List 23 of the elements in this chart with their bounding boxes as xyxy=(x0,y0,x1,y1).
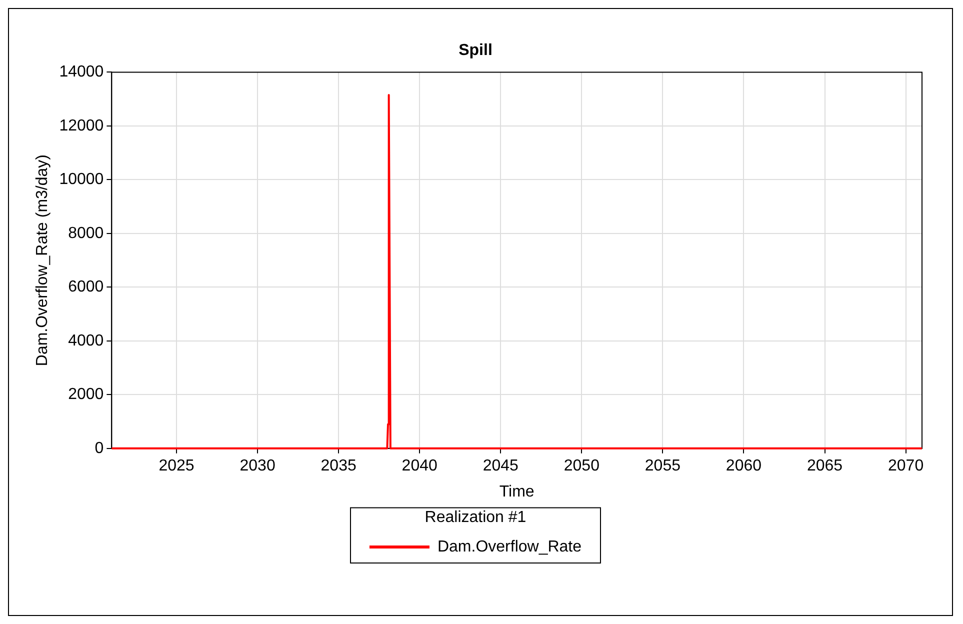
x-tick-label: 2030 xyxy=(240,457,276,474)
x-tick-label: 2055 xyxy=(644,457,681,474)
x-tick-label: 2045 xyxy=(482,457,519,474)
x-tick-label: 2060 xyxy=(726,457,762,474)
y-tick-label: 2000 xyxy=(68,386,104,404)
y-tick-label: 14000 xyxy=(59,64,104,81)
y-tick-label: 8000 xyxy=(68,224,104,242)
y-tick-label: 0 xyxy=(94,440,104,457)
x-axis-title: Time xyxy=(499,484,534,501)
x-tick-label: 2035 xyxy=(320,457,356,474)
chart-title: Spill xyxy=(458,42,492,60)
y-tick-label: 10000 xyxy=(59,171,104,188)
y-tick-label: 12000 xyxy=(59,117,104,134)
y-axis-title: Dam.Overflow_Rate (m3/day) xyxy=(34,154,52,366)
x-tick-label: 2065 xyxy=(806,457,843,474)
legend-title: Realization #1 xyxy=(424,509,526,526)
y-tick-label: 6000 xyxy=(68,278,104,296)
x-tick-label: 2050 xyxy=(564,457,600,474)
y-tick-label: 4000 xyxy=(68,332,104,350)
legend-label: Dam.Overflow_Rate xyxy=(437,538,582,556)
x-tick-label: 2040 xyxy=(402,457,438,474)
x-tick-label: 2070 xyxy=(888,457,924,474)
x-tick-label: 2025 xyxy=(158,457,194,474)
